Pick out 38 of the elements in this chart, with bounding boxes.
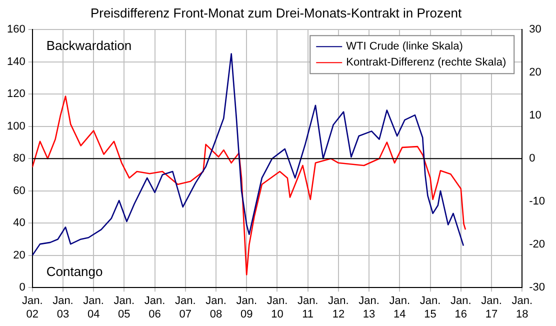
- x-tick-label: Jan. 10: [266, 295, 288, 320]
- y2-tick-label: 30: [529, 24, 542, 36]
- y-tick-label: 60: [13, 184, 26, 197]
- x-tick-label: Jan. 06: [144, 295, 166, 320]
- x-tick-label: Jan. 05: [114, 295, 135, 320]
- y-tick-label: 80: [13, 152, 26, 165]
- x-tick-label: Jan. 11: [297, 295, 318, 320]
- x-tick-label: Jan. 04: [83, 295, 104, 320]
- x-tick-label: Jan. 18: [512, 295, 532, 320]
- x-tick-label: Jan. 09: [236, 295, 258, 320]
- y-tick-label: 120: [6, 88, 26, 100]
- legend-label: Kontrakt-Differenz (rechte Skala): [346, 56, 506, 69]
- y2-tick-label: -10: [529, 196, 546, 208]
- x-tick-label: Jan. 16: [450, 295, 472, 320]
- x-tick-label: Jan. 13: [358, 295, 380, 320]
- y2-tick-label: 10: [529, 110, 542, 122]
- y2-tick-label: 0: [529, 152, 536, 165]
- y2-tick-label: -20: [529, 238, 546, 251]
- y-tick-label: 140: [6, 56, 26, 68]
- x-tick-label: Jan. 08: [206, 295, 226, 320]
- x-tick-label: Jan. 07: [175, 295, 196, 320]
- y-tick-label: 0: [19, 282, 26, 294]
- x-tick-label: Jan. 14: [389, 295, 410, 320]
- legend-label: WTI Crude (linke Skala): [346, 40, 463, 53]
- chart-title: Preisdifferenz Front-Monat zum Drei-Monats-Kontrakt in Prozent: [90, 5, 462, 20]
- y-tick-label: 40: [13, 217, 26, 230]
- y-tick-label: 20: [13, 249, 26, 262]
- x-tick-label: Jan. 12: [328, 295, 349, 320]
- x-tick-label: Jan. 17: [481, 295, 502, 320]
- y2-tick-label: -30: [529, 282, 546, 294]
- annotation: Backwardation: [46, 38, 132, 54]
- y-tick-label: 160: [6, 24, 26, 36]
- y2-tick-label: 20: [529, 66, 542, 79]
- x-tick-label: Jan. 03: [52, 295, 74, 320]
- x-tick-label: Jan. 02: [22, 295, 43, 320]
- annotation: Contango: [46, 264, 103, 280]
- y-tick-label: 100: [6, 120, 26, 132]
- x-tick-label: Jan. 15: [420, 295, 441, 320]
